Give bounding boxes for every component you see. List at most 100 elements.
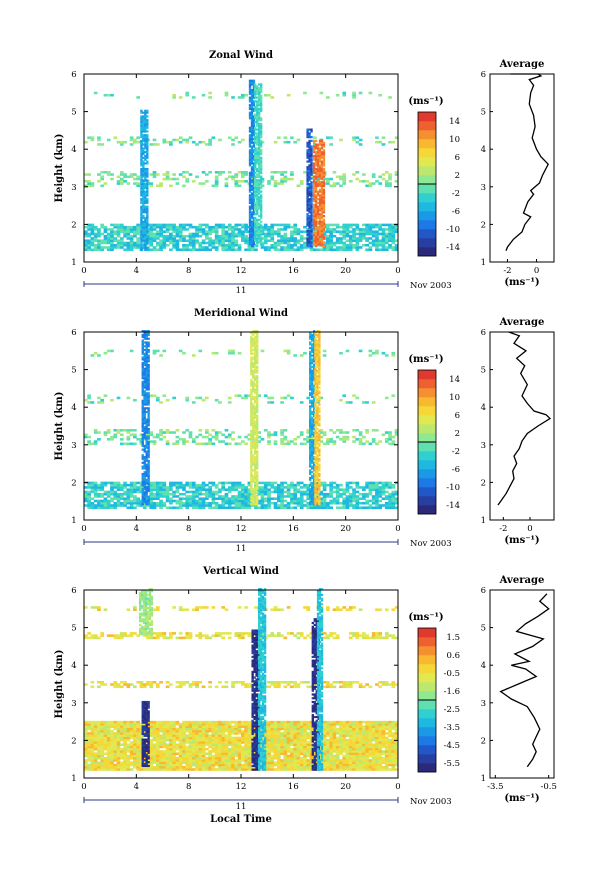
feature-cell [143, 493, 146, 496]
data-cell [267, 396, 271, 400]
feature-cell [145, 422, 148, 425]
data-cell [241, 237, 245, 240]
feature-cell [248, 107, 252, 111]
data-cell [247, 438, 252, 441]
data-cell [296, 483, 301, 487]
data-cell [87, 486, 91, 489]
feature-cell [310, 154, 313, 158]
feature-cell [147, 437, 150, 440]
data-cell [169, 232, 173, 236]
data-cell [352, 429, 356, 432]
data-cell [254, 248, 258, 252]
feature-cell [314, 347, 317, 350]
data-cell [201, 481, 206, 485]
feature-cell [309, 373, 312, 376]
feature-cell [322, 152, 326, 156]
data-cell [119, 223, 124, 227]
feature-cell [256, 330, 259, 333]
data-cell [191, 354, 196, 357]
data-cell [283, 234, 288, 238]
data-cell [365, 225, 369, 229]
feature-cell [146, 220, 149, 223]
data-cell [384, 481, 389, 485]
feature-cell [308, 171, 311, 174]
feature-cell [145, 341, 148, 344]
feature-cell [141, 467, 144, 470]
feature-cell [145, 426, 148, 429]
feature-cell [309, 442, 312, 446]
feature-cell [318, 503, 321, 506]
feature-cell [252, 83, 256, 86]
data-cell [87, 184, 91, 188]
data-cell [93, 429, 98, 432]
data-cell [198, 433, 203, 437]
data-cell [133, 182, 137, 185]
feature-cell [308, 205, 311, 208]
feature-cell [316, 228, 320, 231]
data-cell [381, 230, 386, 233]
data-cell [185, 481, 190, 485]
feature-cell [259, 143, 263, 146]
data-cell [391, 506, 396, 510]
data-cell [326, 223, 330, 227]
feature-cell [314, 352, 317, 355]
data-cell [355, 171, 360, 174]
feature-cell [310, 192, 313, 195]
data-cell [237, 180, 242, 183]
feature-cell [320, 152, 324, 156]
average-y-tick-label: 5 [481, 366, 486, 376]
feature-cell [259, 164, 263, 167]
data-cell [224, 93, 229, 97]
data-cell [129, 173, 134, 176]
data-cell [208, 506, 212, 510]
data-cell [257, 488, 262, 491]
data-cell [306, 486, 311, 489]
feature-cell [314, 198, 318, 201]
feature-cell [140, 147, 143, 150]
data-cell [116, 481, 121, 485]
feature-cell [318, 213, 322, 216]
x-tick-label: 20 [340, 266, 351, 276]
data-cell [391, 442, 396, 446]
feature-cell [259, 100, 263, 103]
data-cell [339, 239, 343, 242]
feature-cell [259, 145, 263, 148]
data-cell [326, 239, 330, 242]
feature-cell [250, 160, 254, 163]
feature-cell [254, 392, 257, 395]
colorbar-segment [418, 130, 436, 140]
data-cell [237, 504, 242, 507]
data-cell [113, 232, 118, 236]
x-tick-label: 12 [236, 266, 247, 276]
feature-cell [252, 461, 255, 464]
feature-cell [147, 407, 150, 410]
feature-cell [146, 154, 149, 158]
feature-cell [316, 352, 319, 355]
feature-cell [318, 207, 322, 210]
data-cell [299, 504, 304, 507]
feature-cell [254, 377, 257, 380]
feature-cell [254, 384, 257, 387]
data-cell [162, 234, 167, 238]
data-cell [332, 241, 337, 245]
average-y-tick-label: 4 [481, 403, 486, 413]
data-cell [201, 171, 206, 174]
data-cell [152, 349, 157, 353]
feature-cell [258, 154, 261, 158]
data-cell [241, 490, 245, 494]
feature-cell [248, 216, 252, 220]
feature-cell [147, 345, 150, 348]
feature-cell [312, 499, 316, 502]
feature-cell [256, 386, 259, 389]
feature-cell [250, 196, 254, 199]
feature-cell [254, 92, 257, 95]
data-cell [113, 429, 118, 432]
feature-cell [144, 245, 147, 248]
feature-cell [256, 384, 259, 387]
feature-cell [320, 160, 324, 163]
data-cell [247, 490, 252, 494]
feature-cell [250, 489, 253, 493]
feature-cell [309, 410, 312, 414]
data-cell [136, 246, 141, 249]
data-cell [267, 488, 271, 491]
